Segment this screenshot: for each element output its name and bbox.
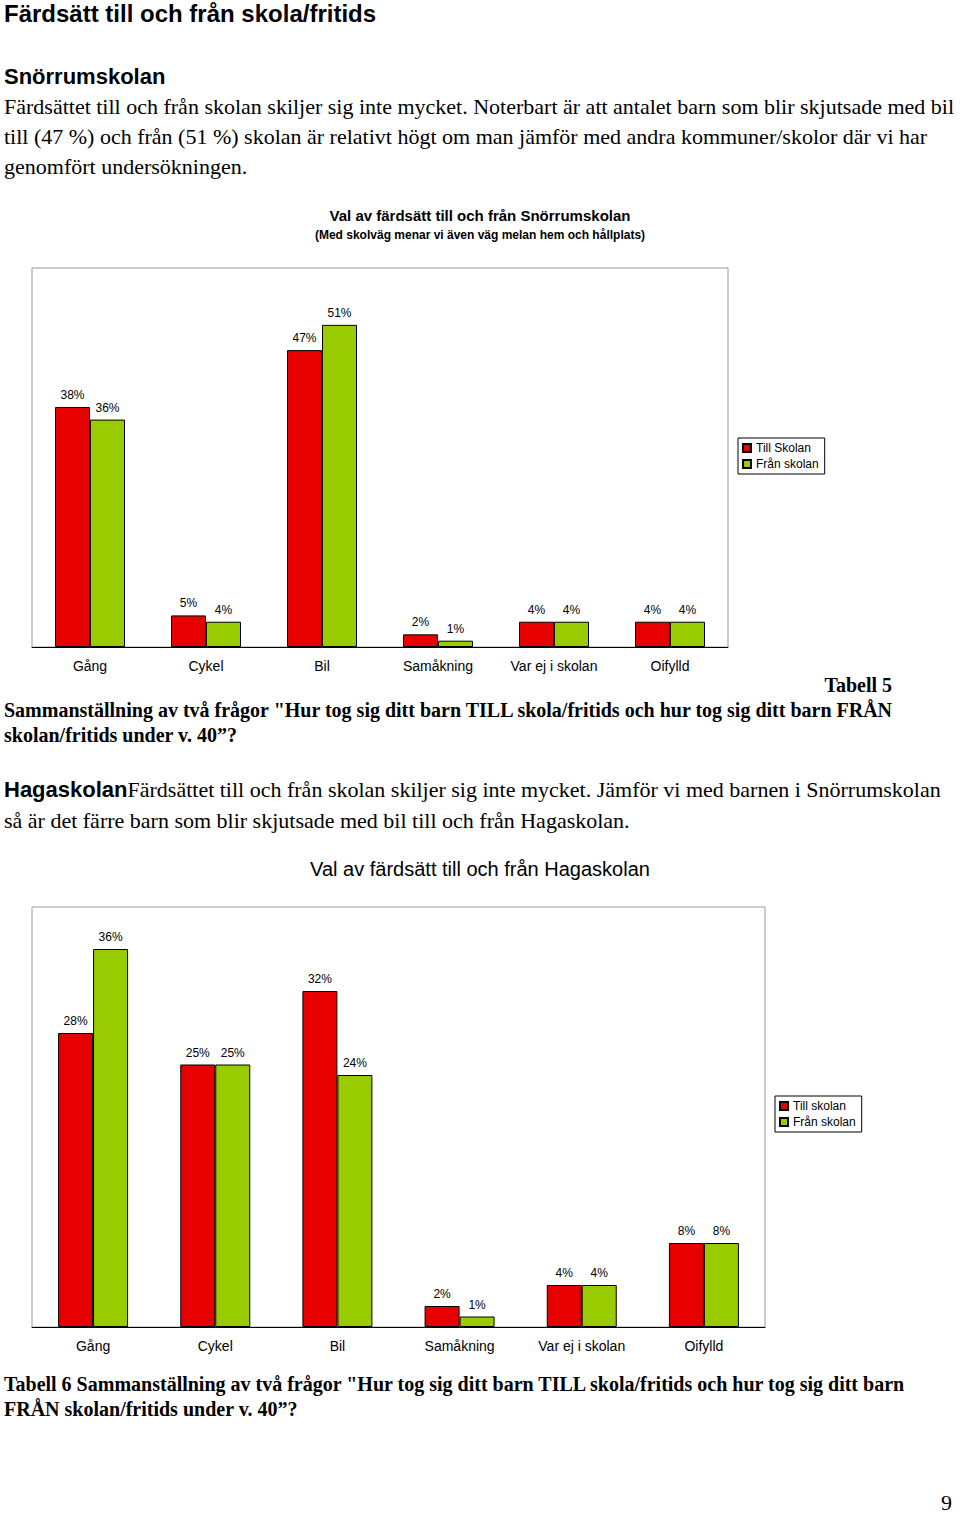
html-text:Tabell 5: Tabell 5 xyxy=(824,674,892,696)
svg-text:8%: 8% xyxy=(713,1224,731,1238)
svg-text:36%: 36% xyxy=(95,401,119,415)
svg-text:2%: 2% xyxy=(412,615,430,629)
svg-text:25%: 25% xyxy=(221,1046,245,1060)
svg-text:Från skolan: Från skolan xyxy=(793,1115,856,1129)
html-text:Hagaskolan Färdsättet till och: Hagaskolan Färdsättet till och från skol… xyxy=(4,777,941,833)
svg-text:(Med skolväg menar vi även väg: (Med skolväg menar vi även väg melan hem… xyxy=(315,228,645,242)
svg-text:38%: 38% xyxy=(60,388,84,402)
html-text:Färdsättet till och från skola: Färdsättet till och från skolan skiljer … xyxy=(4,94,954,179)
svg-text:Samåkning: Samåkning xyxy=(403,658,473,674)
html-text:9: 9 xyxy=(941,1490,952,1515)
svg-text:25%: 25% xyxy=(186,1046,210,1060)
svg-text:Val av färdsätt till och från: Val av färdsätt till och från Snörrumsko… xyxy=(330,207,631,224)
html-text:Sammanställning av två frågor: Sammanställning av två frågor "Hur tog s… xyxy=(4,699,893,746)
html-text:Färdsätt till och från skola/f: Färdsätt till och från skola/fritids xyxy=(4,0,377,27)
svg-text:Gång: Gång xyxy=(76,1338,110,1354)
svg-text:Oifylld: Oifylld xyxy=(651,658,690,674)
svg-text:4%: 4% xyxy=(528,603,546,617)
svg-text:4%: 4% xyxy=(679,603,697,617)
svg-text:Cykel: Cykel xyxy=(188,658,223,674)
svg-text:4%: 4% xyxy=(215,603,233,617)
svg-text:Samåkning: Samåkning xyxy=(425,1338,495,1354)
svg-text:Oifylld: Oifylld xyxy=(684,1338,723,1354)
svg-text:4%: 4% xyxy=(591,1266,609,1280)
svg-text:51%: 51% xyxy=(327,306,351,320)
svg-text:8%: 8% xyxy=(678,1224,696,1238)
svg-text:28%: 28% xyxy=(64,1014,88,1028)
svg-text:24%: 24% xyxy=(343,1056,367,1070)
svg-text:Bil: Bil xyxy=(330,1338,346,1354)
svg-text:5%: 5% xyxy=(180,596,198,610)
svg-text:4%: 4% xyxy=(556,1266,574,1280)
svg-text:Till Skolan: Till Skolan xyxy=(756,441,811,455)
svg-text:Från skolan: Från skolan xyxy=(756,457,819,471)
svg-text:4%: 4% xyxy=(644,603,662,617)
html-text:Tabell 6 Sammanställning av tv: Tabell 6 Sammanställning av två frågor "… xyxy=(4,1373,905,1420)
svg-text:Var ej i skolan: Var ej i skolan xyxy=(538,1338,625,1354)
svg-text:32%: 32% xyxy=(308,972,332,986)
svg-text:Cykel: Cykel xyxy=(198,1338,233,1354)
svg-text:Gång: Gång xyxy=(73,658,107,674)
svg-text:Var ej i skolan: Var ej i skolan xyxy=(511,658,598,674)
svg-text:47%: 47% xyxy=(292,331,316,345)
svg-text:4%: 4% xyxy=(563,603,581,617)
svg-text:2%: 2% xyxy=(433,1287,451,1301)
svg-text:Till skolan: Till skolan xyxy=(793,1099,846,1113)
svg-text:1%: 1% xyxy=(468,1298,486,1312)
html-text:Snörrumskolan: Snörrumskolan xyxy=(4,64,166,89)
svg-text:Val av färdsätt till och från: Val av färdsätt till och från Hagaskolan xyxy=(310,858,650,880)
svg-text:1%: 1% xyxy=(447,622,465,636)
svg-text:Bil: Bil xyxy=(314,658,330,674)
svg-text:36%: 36% xyxy=(99,930,123,944)
